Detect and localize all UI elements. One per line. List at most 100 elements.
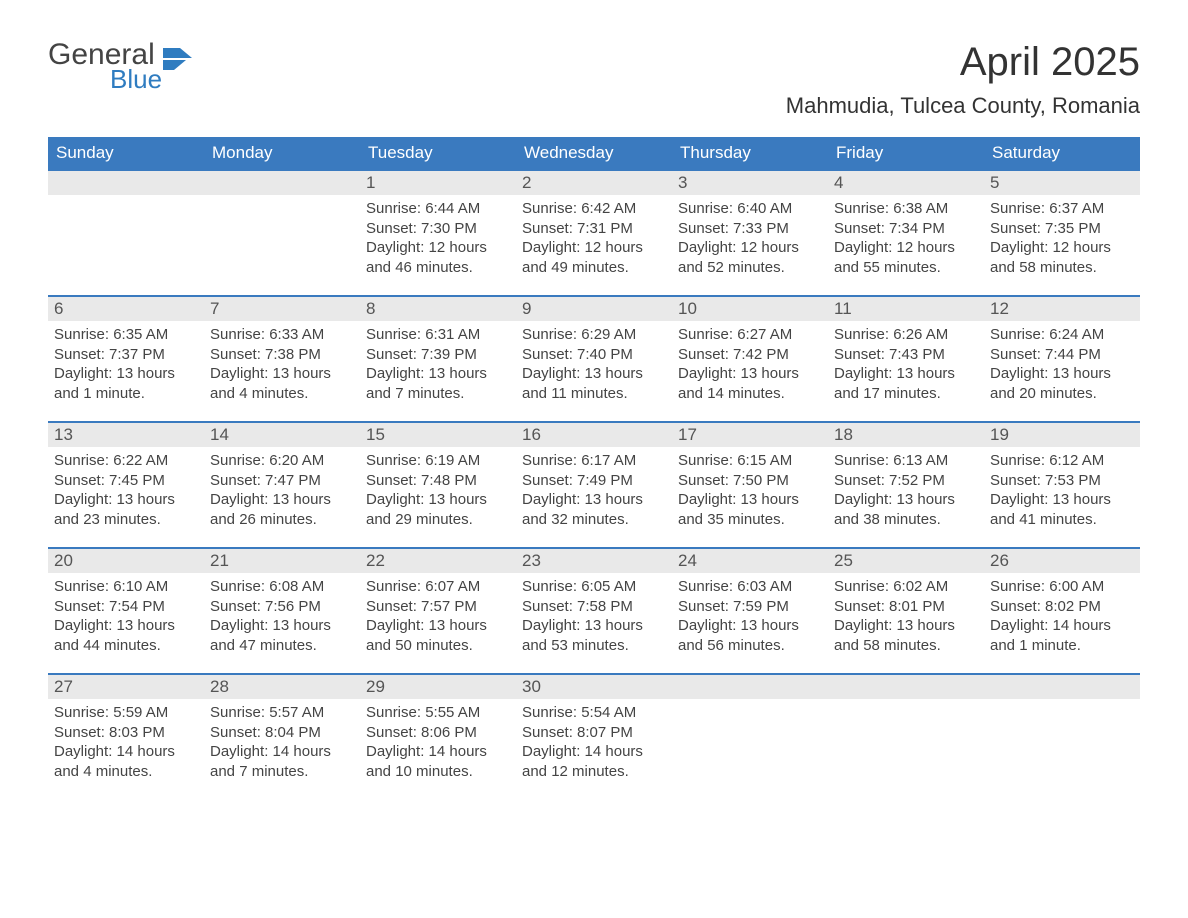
day-line-daylight1: Daylight: 13 hours <box>678 616 822 636</box>
day-line-daylight1: Daylight: 12 hours <box>522 238 666 258</box>
dow-cell: Wednesday <box>516 137 672 169</box>
day-line-sunrise: Sunrise: 6:42 AM <box>522 199 666 219</box>
day-line-sunrise: Sunrise: 5:54 AM <box>522 703 666 723</box>
day-line-sunrise: Sunrise: 6:37 AM <box>990 199 1134 219</box>
day-number: 12 <box>984 297 1140 321</box>
day-line-sunrise: Sunrise: 6:22 AM <box>54 451 198 471</box>
day-line-sunset: Sunset: 7:30 PM <box>366 219 510 239</box>
day-line-sunrise: Sunrise: 5:55 AM <box>366 703 510 723</box>
day-line-sunset: Sunset: 7:47 PM <box>210 471 354 491</box>
day-body: Sunrise: 6:05 AMSunset: 7:58 PMDaylight:… <box>516 573 672 655</box>
day-line-sunrise: Sunrise: 6:40 AM <box>678 199 822 219</box>
day-line-daylight1: Daylight: 12 hours <box>366 238 510 258</box>
day-cell: 12Sunrise: 6:24 AMSunset: 7:44 PMDayligh… <box>984 297 1140 403</box>
day-line-daylight2: and 41 minutes. <box>990 510 1134 530</box>
day-line-daylight2: and 32 minutes. <box>522 510 666 530</box>
day-line-sunrise: Sunrise: 6:24 AM <box>990 325 1134 345</box>
day-number: 23 <box>516 549 672 573</box>
day-line-sunrise: Sunrise: 6:20 AM <box>210 451 354 471</box>
day-line-daylight2: and 7 minutes. <box>210 762 354 782</box>
day-body: Sunrise: 6:31 AMSunset: 7:39 PMDaylight:… <box>360 321 516 403</box>
day-number: 20 <box>48 549 204 573</box>
day-line-sunset: Sunset: 8:06 PM <box>366 723 510 743</box>
day-cell: 25Sunrise: 6:02 AMSunset: 8:01 PMDayligh… <box>828 549 984 655</box>
day-number <box>204 171 360 195</box>
day-body: Sunrise: 6:35 AMSunset: 7:37 PMDaylight:… <box>48 321 204 403</box>
dow-cell: Monday <box>204 137 360 169</box>
day-line-sunset: Sunset: 7:56 PM <box>210 597 354 617</box>
day-line-daylight1: Daylight: 14 hours <box>366 742 510 762</box>
day-line-daylight2: and 10 minutes. <box>366 762 510 782</box>
day-line-daylight2: and 55 minutes. <box>834 258 978 278</box>
day-line-sunrise: Sunrise: 6:26 AM <box>834 325 978 345</box>
day-line-daylight1: Daylight: 14 hours <box>210 742 354 762</box>
day-line-sunrise: Sunrise: 6:12 AM <box>990 451 1134 471</box>
day-number <box>984 675 1140 699</box>
dow-cell: Saturday <box>984 137 1140 169</box>
day-body: Sunrise: 6:33 AMSunset: 7:38 PMDaylight:… <box>204 321 360 403</box>
day-line-daylight1: Daylight: 13 hours <box>522 364 666 384</box>
day-body: Sunrise: 6:27 AMSunset: 7:42 PMDaylight:… <box>672 321 828 403</box>
flag-icon <box>162 46 196 77</box>
day-number: 22 <box>360 549 516 573</box>
day-line-daylight2: and 14 minutes. <box>678 384 822 404</box>
day-line-sunset: Sunset: 7:52 PM <box>834 471 978 491</box>
day-cell: 28Sunrise: 5:57 AMSunset: 8:04 PMDayligh… <box>204 675 360 781</box>
logo-text: General Blue <box>48 40 162 92</box>
day-cell: 18Sunrise: 6:13 AMSunset: 7:52 PMDayligh… <box>828 423 984 529</box>
day-body: Sunrise: 6:13 AMSunset: 7:52 PMDaylight:… <box>828 447 984 529</box>
day-line-daylight1: Daylight: 12 hours <box>834 238 978 258</box>
header: General Blue April 2025 Mahmudia, Tulcea… <box>48 40 1140 119</box>
week-row: 13Sunrise: 6:22 AMSunset: 7:45 PMDayligh… <box>48 421 1140 547</box>
day-line-sunrise: Sunrise: 6:07 AM <box>366 577 510 597</box>
day-line-daylight1: Daylight: 13 hours <box>54 364 198 384</box>
day-line-daylight1: Daylight: 13 hours <box>678 490 822 510</box>
day-cell: 20Sunrise: 6:10 AMSunset: 7:54 PMDayligh… <box>48 549 204 655</box>
day-line-daylight2: and 49 minutes. <box>522 258 666 278</box>
day-number: 30 <box>516 675 672 699</box>
day-line-sunrise: Sunrise: 6:08 AM <box>210 577 354 597</box>
day-cell <box>48 171 204 277</box>
day-body: Sunrise: 6:38 AMSunset: 7:34 PMDaylight:… <box>828 195 984 277</box>
day-cell: 21Sunrise: 6:08 AMSunset: 7:56 PMDayligh… <box>204 549 360 655</box>
day-line-sunrise: Sunrise: 5:57 AM <box>210 703 354 723</box>
day-body: Sunrise: 5:55 AMSunset: 8:06 PMDaylight:… <box>360 699 516 781</box>
day-line-sunset: Sunset: 7:34 PM <box>834 219 978 239</box>
day-cell: 22Sunrise: 6:07 AMSunset: 7:57 PMDayligh… <box>360 549 516 655</box>
day-line-sunset: Sunset: 8:03 PM <box>54 723 198 743</box>
day-body: Sunrise: 5:59 AMSunset: 8:03 PMDaylight:… <box>48 699 204 781</box>
day-line-daylight2: and 20 minutes. <box>990 384 1134 404</box>
day-line-daylight1: Daylight: 12 hours <box>678 238 822 258</box>
logo-word2: Blue <box>110 66 162 92</box>
days-of-week-row: SundayMondayTuesdayWednesdayThursdayFrid… <box>48 137 1140 169</box>
day-cell: 13Sunrise: 6:22 AMSunset: 7:45 PMDayligh… <box>48 423 204 529</box>
day-line-daylight2: and 53 minutes. <box>522 636 666 656</box>
day-line-daylight2: and 11 minutes. <box>522 384 666 404</box>
day-cell: 16Sunrise: 6:17 AMSunset: 7:49 PMDayligh… <box>516 423 672 529</box>
day-line-daylight1: Daylight: 12 hours <box>990 238 1134 258</box>
day-line-sunrise: Sunrise: 6:29 AM <box>522 325 666 345</box>
location: Mahmudia, Tulcea County, Romania <box>786 93 1140 119</box>
day-number: 1 <box>360 171 516 195</box>
day-line-daylight2: and 17 minutes. <box>834 384 978 404</box>
day-body: Sunrise: 6:00 AMSunset: 8:02 PMDaylight:… <box>984 573 1140 655</box>
day-cell: 8Sunrise: 6:31 AMSunset: 7:39 PMDaylight… <box>360 297 516 403</box>
day-number: 6 <box>48 297 204 321</box>
day-line-daylight2: and 29 minutes. <box>366 510 510 530</box>
day-cell: 6Sunrise: 6:35 AMSunset: 7:37 PMDaylight… <box>48 297 204 403</box>
day-body: Sunrise: 6:22 AMSunset: 7:45 PMDaylight:… <box>48 447 204 529</box>
day-line-sunset: Sunset: 7:45 PM <box>54 471 198 491</box>
day-number: 3 <box>672 171 828 195</box>
day-number: 4 <box>828 171 984 195</box>
day-line-daylight2: and 58 minutes. <box>990 258 1134 278</box>
page: General Blue April 2025 Mahmudia, Tulcea… <box>0 0 1188 847</box>
day-cell <box>828 675 984 781</box>
day-line-daylight1: Daylight: 14 hours <box>54 742 198 762</box>
dow-cell: Thursday <box>672 137 828 169</box>
day-body: Sunrise: 6:37 AMSunset: 7:35 PMDaylight:… <box>984 195 1140 277</box>
day-line-sunset: Sunset: 8:04 PM <box>210 723 354 743</box>
day-line-sunset: Sunset: 7:42 PM <box>678 345 822 365</box>
day-line-sunrise: Sunrise: 6:19 AM <box>366 451 510 471</box>
week-row: 27Sunrise: 5:59 AMSunset: 8:03 PMDayligh… <box>48 673 1140 799</box>
day-cell: 19Sunrise: 6:12 AMSunset: 7:53 PMDayligh… <box>984 423 1140 529</box>
